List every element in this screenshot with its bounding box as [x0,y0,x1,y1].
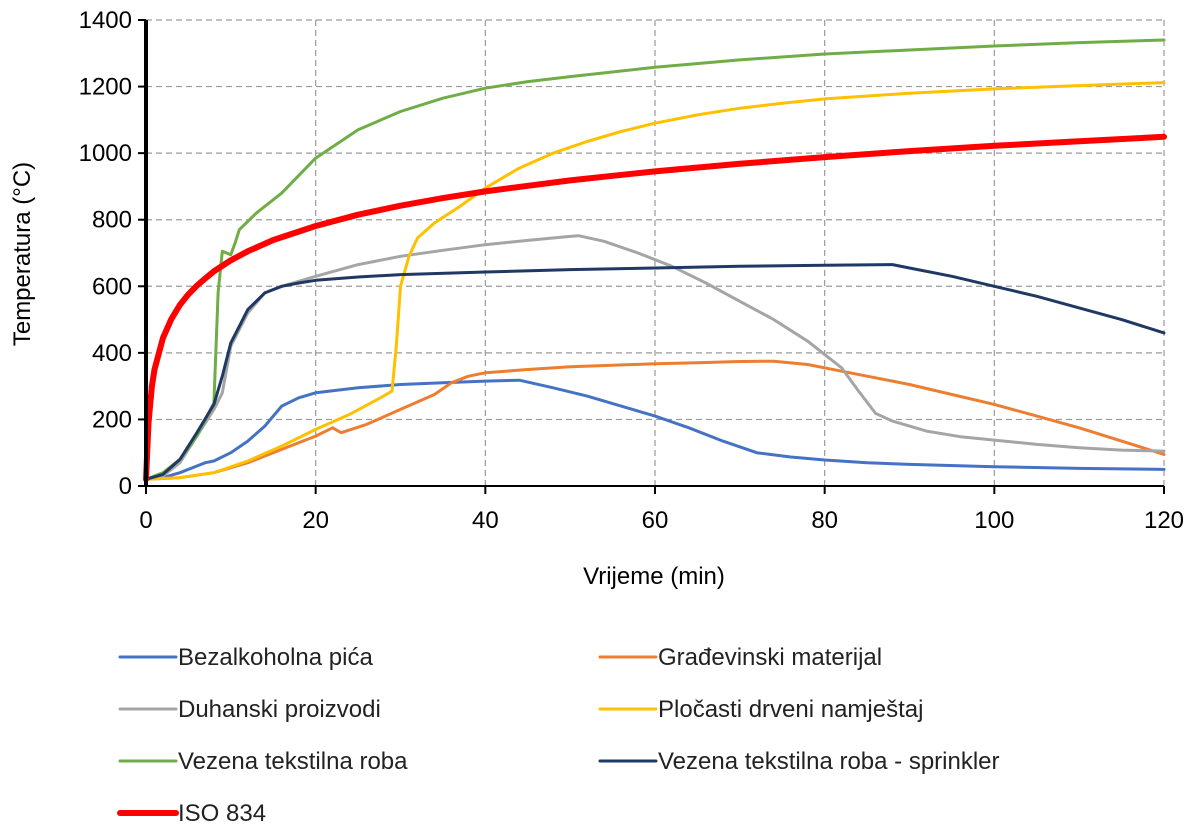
series-lines [143,38,1167,483]
y-tick-label: 1200 [79,74,132,101]
legend-item: Bezalkoholna pića [118,644,373,671]
y-tick-label: 800 [92,207,132,234]
y-tick-label: 200 [92,406,132,433]
x-tick-label: 80 [811,507,838,534]
x-axis-title: Vrijeme (min) [583,563,725,590]
legend-item: Vezena tekstilna roba [118,748,408,775]
legend-label: ISO 834 [178,800,266,827]
x-tick-label: 0 [139,507,152,534]
y-tick-label: 0 [119,473,132,500]
series-line-7 [143,133,1167,483]
y-tick-label: 1000 [79,140,132,167]
legend-item: Građevinski materijal [598,644,882,671]
x-tick-label: 40 [472,507,499,534]
x-tick-label: 100 [974,507,1014,534]
y-tick-label: 1400 [79,7,132,34]
legend-label: Vezena tekstilna roba - sprinkler [658,748,1000,775]
x-tick-label: 60 [642,507,669,534]
legend-label: Bezalkoholna pića [178,644,373,671]
series-line-5 [144,38,1166,481]
legend-label: Duhanski proizvodi [178,696,381,723]
y-tick-label: 400 [92,340,132,367]
y-axis-title: Temperatura (°C) [9,162,36,346]
legend-label: Vezena tekstilna roba [178,748,408,775]
series-line-2 [144,359,1166,481]
series-line-6 [144,263,1166,481]
grid [146,19,1165,486]
x-tick-label: 120 [1144,507,1184,534]
legend-item: Vezena tekstilna roba - sprinkler [598,748,1000,775]
legend-label: Pločasti drveni namještaj [658,696,923,723]
legend: Bezalkoholna pića Građevinski materijal Du… [117,644,1000,827]
legend-item: ISO 834 [117,800,266,827]
legend-label: Građevinski materijal [658,644,882,671]
series-line-1 [144,378,1166,481]
axes: 0 200 400 600 800 1000 1200 1400 0 20 40 60 80 100 120 [79,7,1184,534]
legend-item: Pločasti drveni namještaj [598,696,923,723]
legend-item: Duhanski proizvodi [118,696,381,723]
x-tick-label: 20 [302,507,329,534]
series-line-4 [144,81,1166,481]
y-tick-label: 600 [92,273,132,300]
